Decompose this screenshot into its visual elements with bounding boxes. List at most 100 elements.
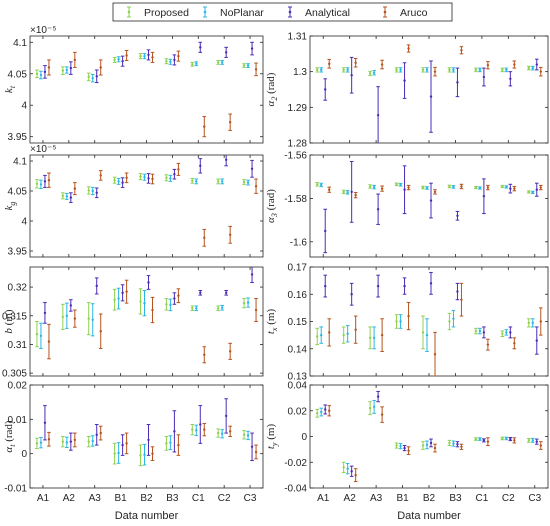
y-axis-title-unit: (m): [3, 309, 15, 328]
mean-point: [177, 54, 180, 58]
mean-point: [505, 331, 508, 334]
errorbar-proposed-c2: [216, 428, 220, 438]
mean-point: [224, 51, 228, 54]
errorbar-aruco-c1: [202, 346, 207, 364]
errorbar-noplanar-b2: [425, 440, 429, 450]
errorbar-noplanar-b3: [168, 298, 173, 312]
mean-point: [199, 46, 202, 49]
errorbar-analytical-b2: [429, 60, 433, 133]
mean-point: [242, 64, 246, 67]
y-tick-label: 0: [21, 449, 27, 460]
errorbar-analytical-a3: [94, 277, 99, 295]
y-tick-label: 0.31: [8, 340, 28, 351]
mean-point: [203, 428, 206, 431]
mean-point: [216, 307, 220, 310]
errorbar-noplanar-c3: [530, 65, 535, 71]
panel-tx: 0.13 0.14 0.15 0.16 0.17 tx (m): [265, 263, 549, 383]
errorbar-proposed-c1: [190, 305, 195, 312]
mean-point: [346, 467, 349, 470]
errorbar-analytical-b2: [146, 49, 151, 61]
mean-point: [73, 58, 77, 62]
mean-point: [372, 185, 376, 189]
errorbar-analytical-c3: [250, 432, 254, 462]
errorbar-proposed-c1: [474, 437, 478, 441]
errorbar-analytical-b1: [402, 165, 407, 215]
errorbar-proposed-a3: [86, 186, 91, 195]
mean-point: [121, 59, 124, 63]
errorbar-noplanar-b3: [168, 435, 173, 451]
mean-point: [250, 167, 254, 170]
mean-point: [513, 439, 516, 442]
mean-point: [354, 473, 357, 477]
y-axis-title-subscript: t: [8, 85, 17, 88]
errorbar-analytical-c3: [250, 267, 254, 283]
series-aruco: [47, 162, 258, 247]
y-axis-title-symbol: α: [3, 447, 15, 453]
mean-point: [91, 76, 94, 80]
errorbar-analytical-a3: [376, 274, 380, 298]
x-axis-title: Data number: [115, 510, 179, 522]
mean-point: [99, 66, 102, 69]
errorbar-noplanar-b3: [451, 185, 456, 189]
mean-point: [35, 442, 39, 445]
y-axis-title-subscript: 3: [270, 213, 279, 218]
errorbar-noplanar-b2: [425, 186, 429, 190]
legend-entry-aruco: Aruco: [383, 6, 428, 19]
mean-point: [342, 466, 345, 469]
errorbar-noplanar-c3: [246, 430, 250, 441]
mean-point: [324, 408, 327, 411]
mean-point: [95, 433, 98, 436]
mean-point: [482, 75, 486, 79]
errorbar-aruco-a1: [47, 323, 51, 360]
errorbar-noplanar-c2: [504, 436, 509, 441]
errorbar-aruco-b2: [150, 296, 155, 324]
errorbar-aruco-a2: [73, 51, 77, 68]
errorbar-analytical-c2: [508, 71, 513, 87]
errorbar-analytical-c1: [198, 41, 203, 53]
errorbar-proposed-c1: [190, 61, 195, 67]
y-axis-title-symbol: b: [3, 328, 15, 334]
y-tick-label: 0.02: [8, 381, 28, 392]
errorbar-proposed-b2: [421, 185, 425, 190]
errorbar-proposed-c3: [526, 190, 531, 194]
errorbar-proposed-a1: [35, 437, 39, 450]
errorbar-analytical-c3: [534, 182, 539, 197]
axes-box: [309, 154, 549, 258]
mean-point: [35, 332, 39, 336]
errorbar-noplanar-c1: [478, 186, 482, 190]
mean-point: [191, 63, 194, 66]
errorbar-analytical-b1: [120, 284, 125, 302]
errorbar-aruco-b3: [459, 282, 464, 317]
errorbar-noplanar-b1: [398, 443, 403, 450]
mean-point: [61, 315, 65, 319]
errorbar-proposed-b1: [112, 176, 117, 184]
mean-point: [195, 307, 198, 310]
mean-point: [425, 443, 429, 447]
mean-point: [95, 75, 98, 78]
errorbar-proposed-c2: [500, 184, 505, 189]
y-tick-label: 0.04: [288, 381, 308, 392]
errorbar-proposed-b3: [447, 67, 452, 73]
mean-point: [143, 54, 146, 58]
mean-point: [254, 308, 258, 312]
mean-point: [224, 291, 228, 295]
y-tick-label: 0.15: [288, 317, 308, 328]
errorbar-noplanar-b1: [398, 67, 403, 73]
mean-point: [117, 58, 120, 61]
mean-point: [169, 60, 172, 64]
mean-point: [139, 454, 142, 457]
errorbar-analytical-c3: [534, 326, 539, 355]
mean-point: [380, 413, 384, 416]
errorbar-proposed-a1: [35, 179, 39, 189]
y-tick-label: 1.28: [288, 139, 308, 150]
errorbar-aruco-b3: [459, 46, 464, 55]
plot-area: [315, 271, 543, 376]
mean-point: [527, 439, 530, 442]
mean-point: [324, 284, 327, 288]
errorbar-proposed-a2: [341, 461, 346, 474]
errorbar-noplanar-c2: [220, 60, 224, 65]
y-tick-label: -1.58: [284, 194, 307, 205]
mean-point: [350, 293, 353, 296]
errorbar-proposed-c1: [474, 185, 478, 190]
mean-point: [460, 49, 463, 52]
